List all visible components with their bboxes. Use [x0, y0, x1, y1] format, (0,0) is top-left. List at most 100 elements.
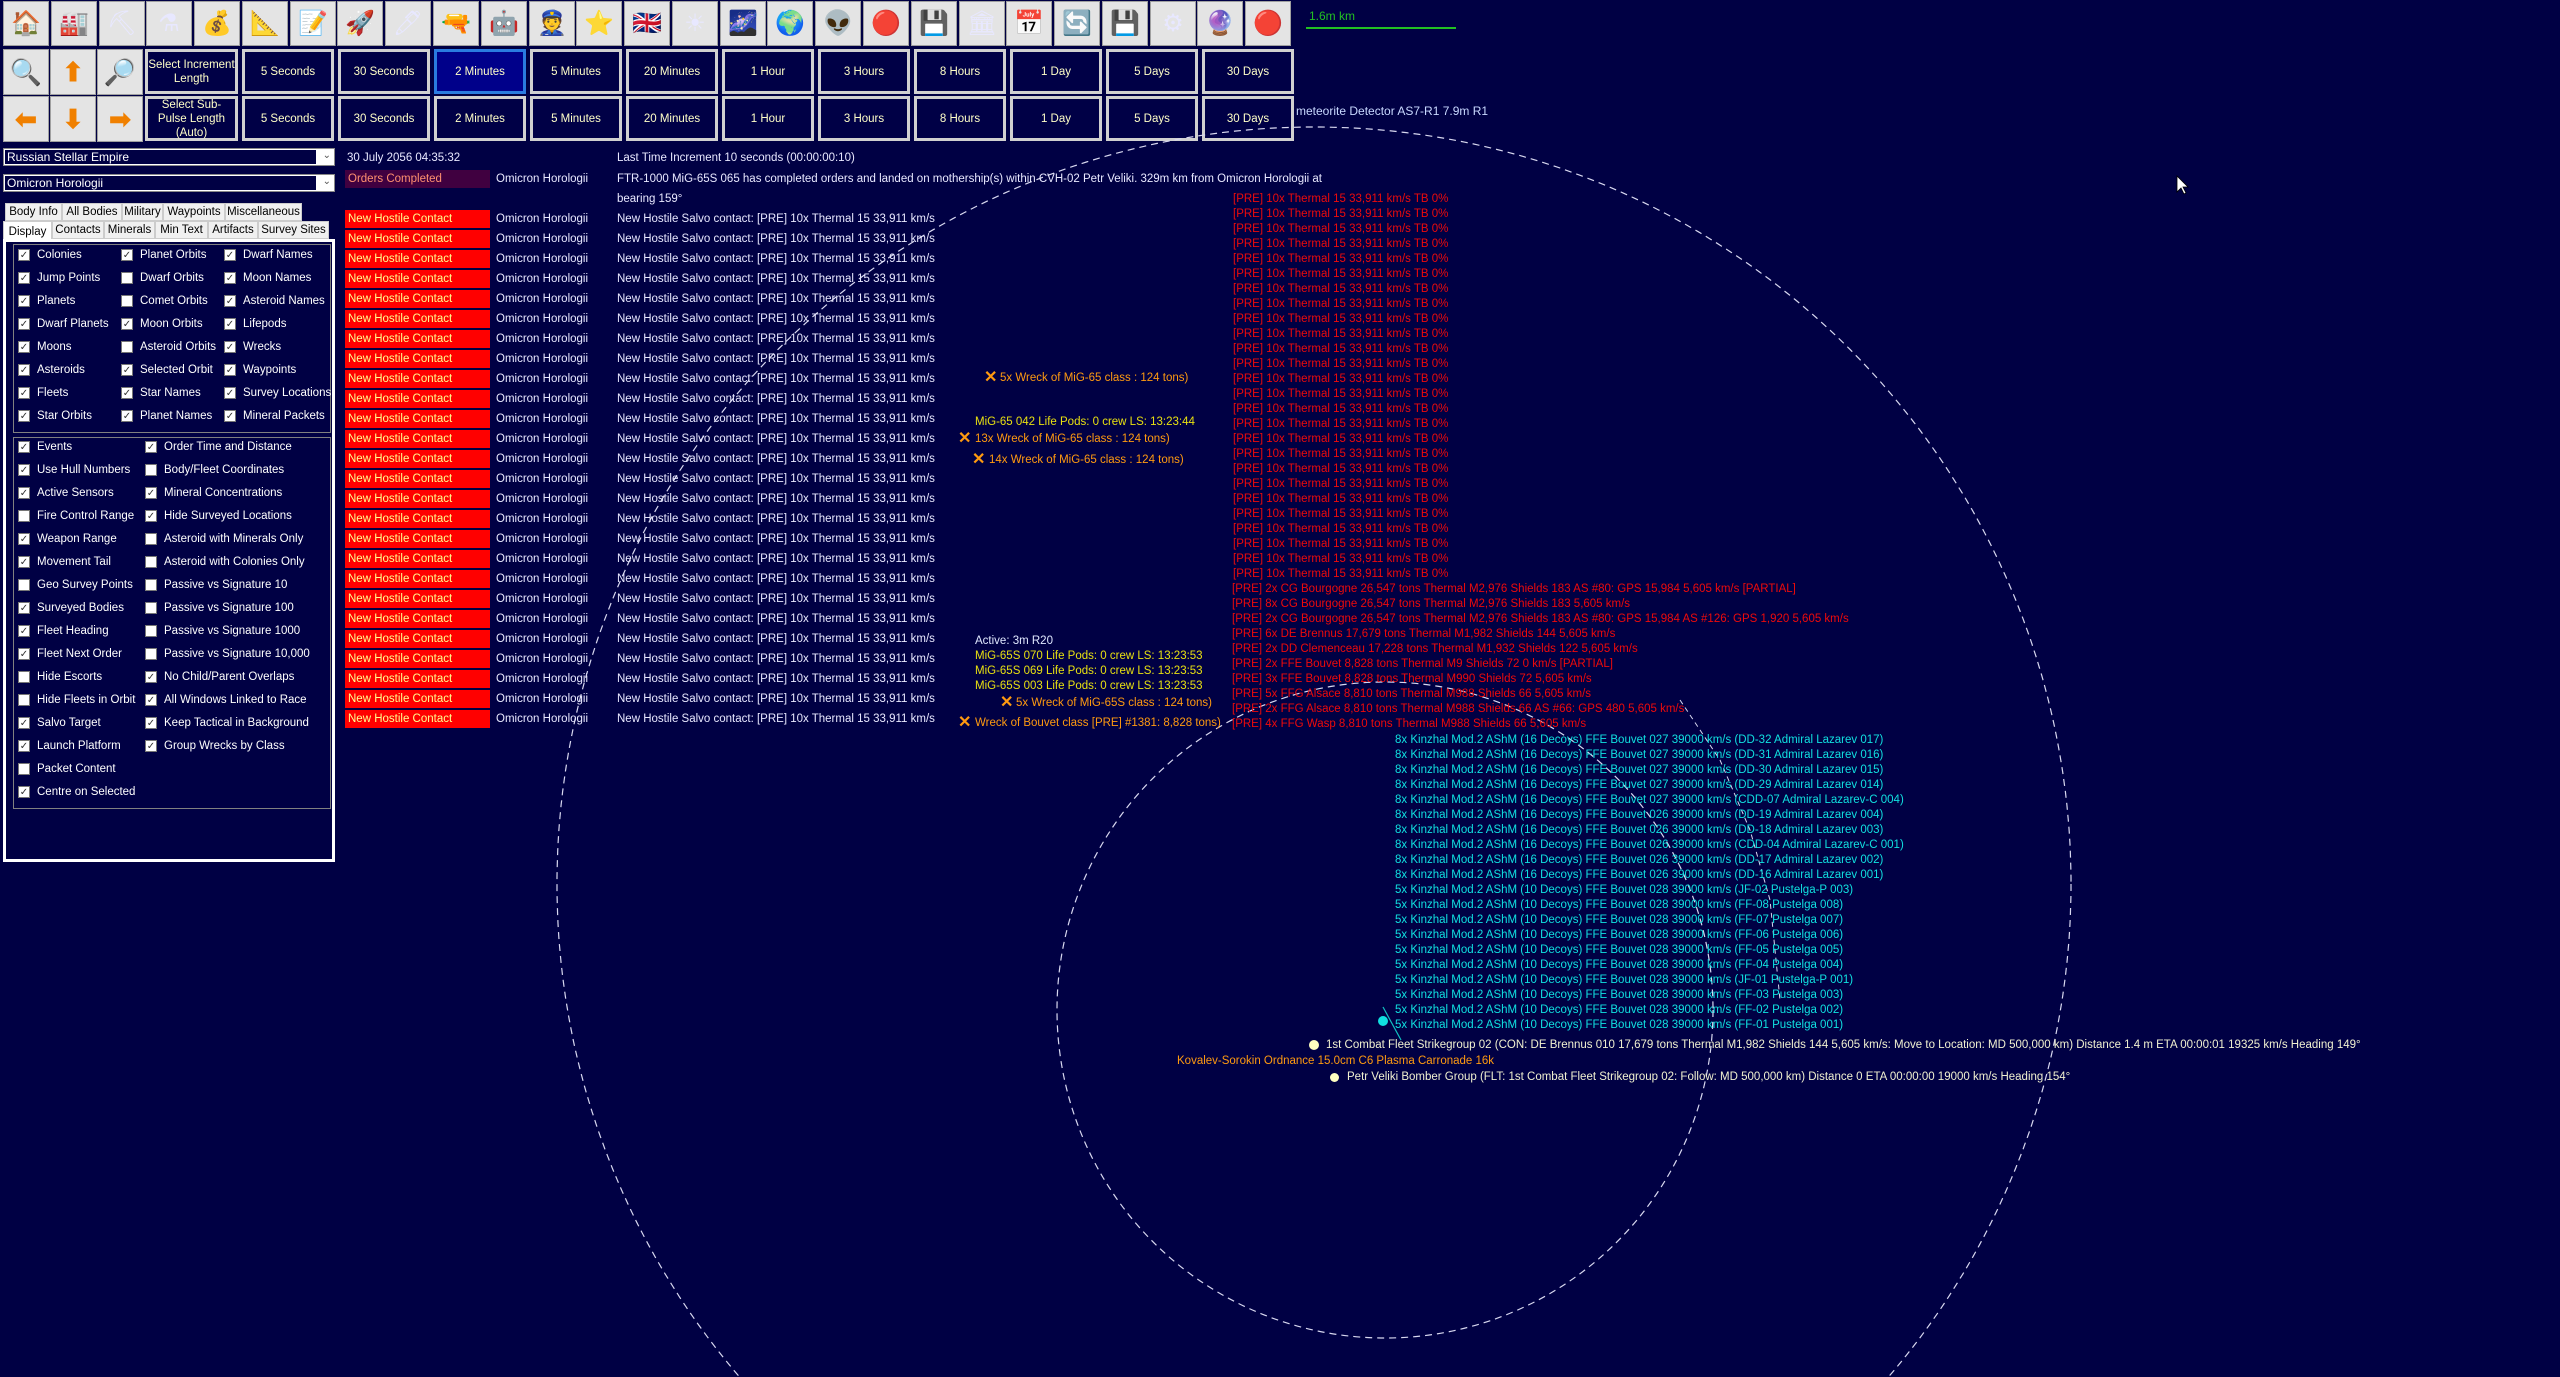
checkbox-passive-vs-signature-1000[interactable]: Passive vs Signature 1000: [145, 625, 300, 637]
checkbox-checked[interactable]: ✓: [18, 364, 30, 376]
checkbox-lifepods[interactable]: ✓ Lifepods: [224, 318, 286, 330]
checkbox-checked[interactable]: ✓: [224, 272, 236, 284]
subpulse-button-2-minutes[interactable]: 2 Minutes: [434, 96, 526, 141]
checkbox-passive-vs-signature-10[interactable]: Passive vs Signature 10: [145, 579, 287, 591]
checkbox-unchecked[interactable]: [121, 272, 133, 284]
checkbox-moon-orbits[interactable]: ✓ Moon Orbits: [121, 318, 203, 330]
missile-salvo-label[interactable]: 5x Kinzhal Mod.2 AShM (10 Decoys) FFE Bo…: [1395, 989, 1844, 1001]
checkbox-checked[interactable]: ✓: [224, 410, 236, 422]
missile-salvo-label[interactable]: 5x Kinzhal Mod.2 AShM (10 Decoys) FFE Bo…: [1395, 959, 1844, 971]
checkbox-weapon-range[interactable]: ✓ Weapon Range: [18, 533, 117, 545]
checkbox-use-hull-numbers[interactable]: ✓ Use Hull Numbers: [18, 464, 130, 476]
missile-salvo-label[interactable]: 8x Kinzhal Mod.2 AShM (16 Decoys) FFE Bo…: [1395, 839, 1904, 851]
checkbox-moons[interactable]: ✓ Moons: [18, 341, 72, 353]
hostile-salvo-label[interactable]: [PRE] 10x Thermal 15 33,911 km/s TB 0%: [1233, 313, 1449, 325]
checkbox-order-time-and-distance[interactable]: ✓ Order Time and Distance: [145, 441, 292, 453]
checkbox-checked[interactable]: ✓: [18, 602, 30, 614]
checkbox-body-fleet-coordinates[interactable]: Body/Fleet Coordinates: [145, 464, 284, 476]
hostile-salvo-label[interactable]: [PRE] 10x Thermal 15 33,911 km/s TB 0%: [1233, 328, 1449, 340]
hostile-ship-contact-label[interactable]: [PRE] 2x CG Bourgogne 26,547 tons Therma…: [1232, 613, 1849, 625]
arrow-right-icon[interactable]: ➡: [97, 96, 143, 142]
missile-salvo-label[interactable]: 5x Kinzhal Mod.2 AShM (10 Decoys) FFE Bo…: [1395, 1019, 1844, 1031]
checkbox-unchecked[interactable]: [18, 671, 30, 683]
checkbox-checked[interactable]: ✓: [18, 648, 30, 660]
checkbox-planet-orbits[interactable]: ✓ Planet Orbits: [121, 249, 206, 261]
checkbox-checked[interactable]: ✓: [18, 487, 30, 499]
checkbox-dwarf-orbits[interactable]: Dwarf Orbits: [121, 272, 204, 284]
checkbox-unchecked[interactable]: [145, 602, 157, 614]
hostile-ship-contact-label[interactable]: [PRE] 3x FFE Bouvet 8,828 tons Thermal M…: [1232, 673, 1592, 685]
checkbox-checked[interactable]: ✓: [145, 694, 157, 706]
missile-salvo-label[interactable]: 8x Kinzhal Mod.2 AShM (16 Decoys) FFE Bo…: [1395, 794, 1904, 806]
hostile-salvo-label[interactable]: [PRE] 10x Thermal 15 33,911 km/s TB 0%: [1233, 358, 1449, 370]
subpulse-button-1-hour[interactable]: 1 Hour: [722, 96, 814, 141]
hostile-salvo-label[interactable]: [PRE] 10x Thermal 15 33,911 km/s TB 0%: [1233, 253, 1449, 265]
hostile-salvo-label[interactable]: [PRE] 10x Thermal 15 33,911 km/s TB 0%: [1233, 283, 1449, 295]
checkbox-fleets[interactable]: ✓ Fleets: [18, 387, 68, 399]
government-building-icon[interactable]: 🏛: [959, 1, 1005, 46]
missile-salvo-label[interactable]: 8x Kinzhal Mod.2 AShM (16 Decoys) FFE Bo…: [1395, 779, 1884, 791]
checkbox-unchecked[interactable]: [18, 579, 30, 591]
checkbox-checked[interactable]: ✓: [121, 410, 133, 422]
checkbox-checked[interactable]: ✓: [121, 249, 133, 261]
checkbox-centre-on-selected[interactable]: ✓ Centre on Selected: [18, 786, 135, 798]
hostile-salvo-label[interactable]: [PRE] 10x Thermal 15 33,911 km/s TB 0%: [1233, 193, 1449, 205]
commander-icon[interactable]: 👮: [529, 1, 575, 46]
medal-star-icon[interactable]: ⭐: [576, 1, 622, 46]
hostile-ship-contact-label[interactable]: [PRE] 2x DD Clemenceau 17,228 tons Therm…: [1232, 643, 1638, 655]
tab-miscellaneous[interactable]: Miscellaneous: [225, 203, 302, 221]
subpulse-button-30-days[interactable]: 30 Days: [1202, 96, 1294, 141]
walker-vehicle-icon[interactable]: 🤖: [481, 1, 527, 46]
checkbox-unchecked[interactable]: [145, 579, 157, 591]
hostile-ship-contact-label[interactable]: [PRE] 2x CG Bourgogne 26,547 tons Therma…: [1232, 583, 1796, 595]
fleet-icon[interactable]: [1330, 1073, 1339, 1082]
ship-design-blueprint-icon[interactable]: 📐: [242, 1, 288, 46]
checkbox-group-wrecks-by-class[interactable]: ✓ Group Wrecks by Class: [145, 740, 285, 752]
checkbox-asteroid-names[interactable]: ✓ Asteroid Names: [224, 295, 325, 307]
checkbox-checked[interactable]: ✓: [121, 364, 133, 376]
arrow-left-icon[interactable]: ⬅: [3, 96, 49, 142]
checkbox-checked[interactable]: ✓: [18, 740, 30, 752]
increment-button-1-day[interactable]: 1 Day: [1010, 49, 1102, 94]
tab-minerals[interactable]: Minerals: [104, 221, 155, 239]
checkbox-checked[interactable]: ✓: [18, 387, 30, 399]
checkbox-checked[interactable]: ✓: [121, 387, 133, 399]
hostile-salvo-label[interactable]: [PRE] 10x Thermal 15 33,911 km/s TB 0%: [1233, 553, 1449, 565]
checkbox-survey-locations[interactable]: ✓ Survey Locations: [224, 387, 331, 399]
checkbox-unchecked[interactable]: [18, 763, 30, 775]
tab-all-bodies[interactable]: All Bodies: [62, 203, 122, 221]
checkbox-hide-surveyed-locations[interactable]: ✓ Hide Surveyed Locations: [145, 510, 292, 522]
checkbox-checked[interactable]: ✓: [224, 249, 236, 261]
fleet-icon[interactable]: [1309, 1040, 1319, 1050]
checkbox-checked[interactable]: ✓: [224, 341, 236, 353]
hostile-salvo-label[interactable]: [PRE] 10x Thermal 15 33,911 km/s TB 0%: [1233, 343, 1449, 355]
checkbox-checked[interactable]: ✓: [145, 671, 157, 683]
hostile-salvo-label[interactable]: [PRE] 10x Thermal 15 33,911 km/s TB 0%: [1233, 523, 1449, 535]
missile-salvo-icon[interactable]: [1378, 1016, 1388, 1026]
circuit-board-icon[interactable]: 💾: [911, 1, 957, 46]
tab-artifacts[interactable]: Artifacts: [208, 221, 258, 239]
increment-button-5-days[interactable]: 5 Days: [1106, 49, 1198, 94]
missile-salvo-label[interactable]: 5x Kinzhal Mod.2 AShM (10 Decoys) FFE Bo…: [1395, 884, 1854, 896]
missile-salvo-label[interactable]: 8x Kinzhal Mod.2 AShM (16 Decoys) FFE Bo…: [1395, 749, 1884, 761]
checkbox-active-sensors[interactable]: ✓ Active Sensors: [18, 487, 114, 499]
hostile-salvo-label[interactable]: [PRE] 10x Thermal 15 33,911 km/s TB 0%: [1233, 433, 1449, 445]
checkbox-mineral-concentrations[interactable]: ✓ Mineral Concentrations: [145, 487, 282, 499]
race-select[interactable]: Russian Stellar Empire ⌄: [3, 148, 335, 166]
hostile-ship-contact-label[interactable]: [PRE] 2x FFG Alsace 8,810 tons Thermal M…: [1232, 703, 1685, 715]
warship-icon[interactable]: 🚀: [337, 1, 383, 46]
checkbox-planet-names[interactable]: ✓ Planet Names: [121, 410, 212, 422]
subpulse-button-3-hours[interactable]: 3 Hours: [818, 96, 910, 141]
increment-button-5-minutes[interactable]: 5 Minutes: [530, 49, 622, 94]
checkbox-asteroid-with-minerals-only[interactable]: Asteroid with Minerals Only: [145, 533, 303, 545]
wreck-icon[interactable]: ✕: [972, 451, 986, 468]
checkbox-checked[interactable]: ✓: [18, 341, 30, 353]
sensor-eye-icon[interactable]: 🔴: [863, 1, 909, 46]
tab-military[interactable]: Military: [122, 203, 163, 221]
checkbox-checked[interactable]: ✓: [18, 249, 30, 261]
missile-icon[interactable]: 🖊: [385, 1, 431, 46]
hostile-ship-contact-label[interactable]: [PRE] 4x FFG Wasp 8,810 tons Thermal M98…: [1232, 718, 1587, 730]
crystal-ball-icon[interactable]: 🔮: [1197, 1, 1243, 46]
mining-icon[interactable]: ⛏: [99, 1, 145, 46]
